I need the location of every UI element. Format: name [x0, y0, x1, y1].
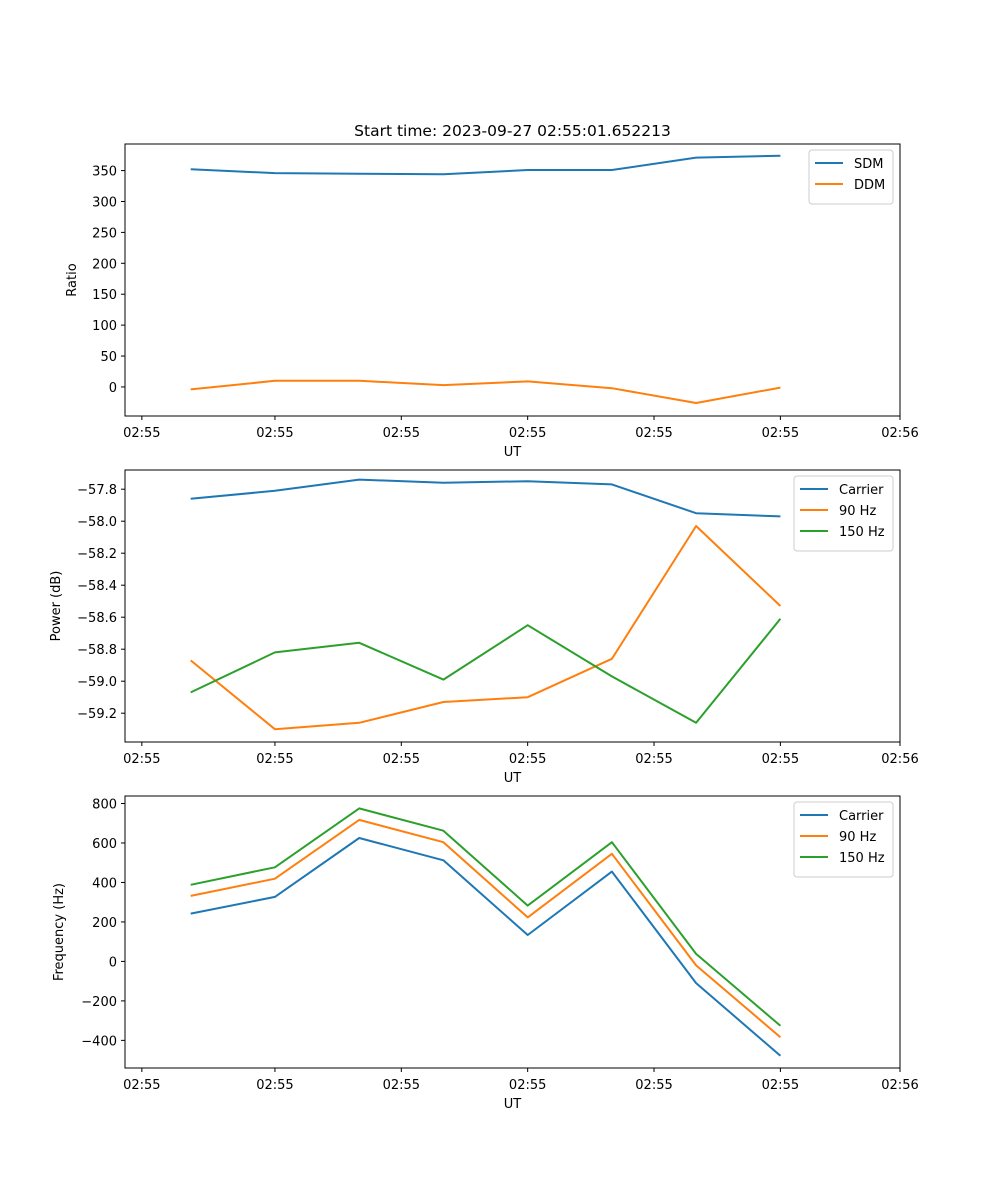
- y-tick-label: −58.0: [77, 515, 117, 530]
- y-tick-label: −58.2: [77, 547, 117, 562]
- y-tick-label: 400: [92, 876, 117, 891]
- y-tick-label: −200: [81, 995, 117, 1010]
- x-tick-label: 02:55: [762, 752, 799, 767]
- y-axis-label: Frequency (Hz): [52, 883, 67, 981]
- ratio-panel: 02:55 02:55 02:55 02:55 02:55 02:55 02:56 0 50 10…: [65, 122, 919, 460]
- series-line-carrier: [190, 837, 782, 1057]
- x-tick-label: 02:55: [383, 1078, 420, 1093]
- series-line-150-hz: [190, 618, 782, 724]
- y-tick-label: −59.0: [77, 675, 117, 690]
- x-tick-label: 02:55: [509, 752, 546, 767]
- y-tick-label: 100: [92, 319, 117, 334]
- series-line-90-hz: [190, 525, 782, 731]
- x-tick-label: 02:56: [881, 752, 918, 767]
- x-tick-label: 02:55: [383, 752, 420, 767]
- x-tick-label: 02:55: [383, 426, 420, 441]
- axes-frame: [124, 143, 901, 417]
- x-tick-label: 02:55: [256, 426, 293, 441]
- series-line-sdm: [190, 154, 781, 176]
- x-tick-label: 02:55: [123, 752, 160, 767]
- x-tick-label: 02:55: [256, 752, 293, 767]
- legend-label: Carrier: [839, 809, 884, 824]
- legend-box: [793, 475, 894, 552]
- y-axis-label: Power (dB): [49, 571, 64, 642]
- y-tick-label: 800: [92, 798, 117, 813]
- legend-label: 90 Hz: [839, 504, 876, 519]
- y-tick-label: −58.4: [77, 579, 117, 594]
- x-tick-label: 02:55: [762, 426, 799, 441]
- y-tick-label: 50: [100, 350, 117, 365]
- y-tick-label: 300: [92, 195, 117, 210]
- y-tick-label: 200: [92, 916, 117, 931]
- x-axis-label: UT: [504, 1097, 522, 1112]
- y-tick-label: 200: [92, 257, 117, 272]
- x-tick-label: 02:55: [509, 1078, 546, 1093]
- x-axis-label: UT: [504, 445, 522, 460]
- legend-label: Carrier: [839, 483, 884, 498]
- legend-label: 150 Hz: [839, 851, 885, 866]
- x-tick-label: 02:55: [635, 752, 672, 767]
- series-line-carrier: [190, 478, 781, 518]
- y-tick-label: −58.8: [77, 643, 117, 658]
- y-tick-label: 0: [109, 381, 117, 396]
- series-line-ddm: [190, 379, 781, 404]
- series-line-150-hz: [190, 807, 782, 1027]
- y-tick-label: 350: [92, 165, 117, 180]
- y-tick-label: 0: [109, 955, 117, 970]
- legend-label: 150 Hz: [839, 525, 885, 540]
- x-tick-label: 02:55: [509, 426, 546, 441]
- x-tick-label: 02:55: [123, 426, 160, 441]
- axes-frame: [124, 795, 901, 1069]
- axes-frame: [124, 469, 901, 743]
- x-tick-label: 02:55: [256, 1078, 293, 1093]
- chart-title: Start time: 2023-09-27 02:55:01.652213: [354, 122, 671, 140]
- legend-label: DDM: [854, 178, 885, 193]
- power-panel: 02:55 02:55 02:55 02:55 02:55 02:55 02:56 −59.2…: [49, 469, 919, 786]
- legend-label: SDM: [854, 157, 883, 172]
- x-tick-label: 02:56: [881, 1078, 918, 1093]
- x-tick-label: 02:55: [635, 1078, 672, 1093]
- x-tick-label: 02:55: [123, 1078, 160, 1093]
- legend-box: [793, 801, 894, 878]
- y-tick-label: −400: [81, 1034, 117, 1049]
- legend-label: 90 Hz: [839, 830, 876, 845]
- x-tick-label: 02:56: [881, 426, 918, 441]
- y-tick-label: 250: [92, 226, 117, 241]
- x-tick-label: 02:55: [635, 426, 672, 441]
- frequency-panel: 02:55 02:55 02:55 02:55 02:55 02:55 02:56 −400 −…: [52, 795, 919, 1112]
- y-tick-label: −58.6: [77, 611, 117, 626]
- x-axis-label: UT: [504, 771, 522, 786]
- y-tick-label: −57.8: [77, 483, 117, 498]
- series-line-90-hz: [190, 818, 782, 1038]
- x-tick-label: 02:55: [762, 1078, 799, 1093]
- y-tick-label: 150: [92, 288, 117, 303]
- y-tick-label: −59.2: [77, 707, 117, 722]
- y-axis-label: Ratio: [65, 263, 80, 296]
- y-tick-label: 600: [92, 837, 117, 852]
